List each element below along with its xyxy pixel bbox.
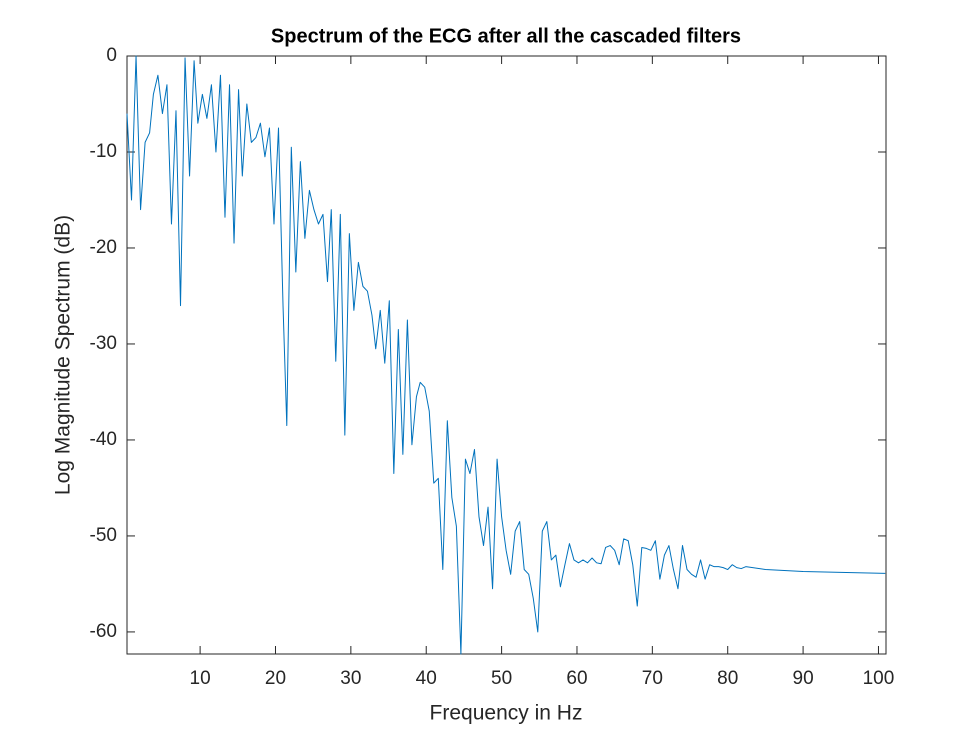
x-axis-label: Frequency in Hz bbox=[430, 702, 583, 725]
y-tick-label: -60 bbox=[90, 621, 117, 642]
y-tick-label: -20 bbox=[90, 237, 117, 258]
y-tick-label: -10 bbox=[90, 141, 117, 162]
x-tick-label: 10 bbox=[190, 668, 211, 689]
chart-title: Spectrum of the ECG after all the cascad… bbox=[271, 25, 741, 47]
x-tick-label: 70 bbox=[642, 668, 663, 689]
x-tick-label: 20 bbox=[265, 668, 286, 689]
y-tick-label: -30 bbox=[90, 333, 117, 354]
x-tick-label: 80 bbox=[717, 668, 738, 689]
x-tick-label: 30 bbox=[340, 668, 361, 689]
data-line bbox=[126, 55, 886, 655]
x-tick-label: 40 bbox=[416, 668, 437, 689]
x-tick-label: 90 bbox=[793, 668, 814, 689]
y-axis-label: Log Magnitude Spectrum (dB) bbox=[52, 215, 75, 495]
y-tick-label: -50 bbox=[90, 525, 117, 546]
x-tick-label: 50 bbox=[491, 668, 512, 689]
y-tick-label: -40 bbox=[90, 429, 117, 450]
x-tick-label: 60 bbox=[566, 668, 587, 689]
x-tick-label: 100 bbox=[863, 668, 895, 689]
y-tick-label: 0 bbox=[106, 45, 117, 66]
